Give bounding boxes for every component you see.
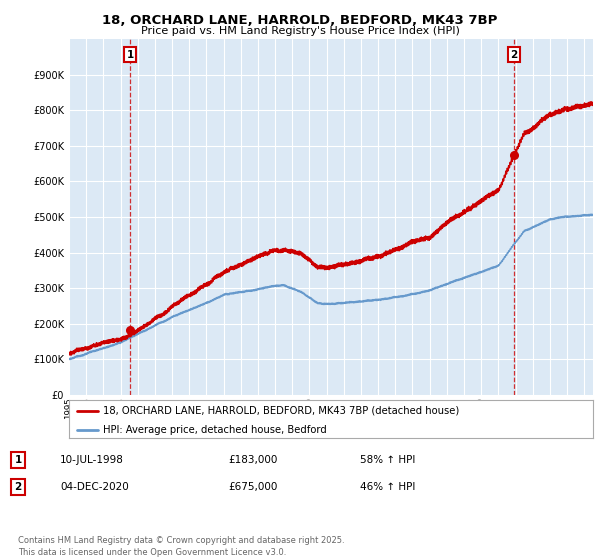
Text: 2: 2 [511,50,518,60]
Text: Price paid vs. HM Land Registry's House Price Index (HPI): Price paid vs. HM Land Registry's House … [140,26,460,36]
Text: 18, ORCHARD LANE, HARROLD, BEDFORD, MK43 7BP: 18, ORCHARD LANE, HARROLD, BEDFORD, MK43… [103,14,497,27]
Text: HPI: Average price, detached house, Bedford: HPI: Average price, detached house, Bedf… [103,424,327,435]
Text: 46% ↑ HPI: 46% ↑ HPI [360,482,415,492]
Text: £183,000: £183,000 [228,455,277,465]
Text: £675,000: £675,000 [228,482,277,492]
Text: 10-JUL-1998: 10-JUL-1998 [60,455,124,465]
Text: 58% ↑ HPI: 58% ↑ HPI [360,455,415,465]
Text: 1: 1 [127,50,134,60]
Text: 04-DEC-2020: 04-DEC-2020 [60,482,129,492]
Text: 2: 2 [14,482,22,492]
Text: Contains HM Land Registry data © Crown copyright and database right 2025.
This d: Contains HM Land Registry data © Crown c… [18,536,344,557]
Text: 1: 1 [14,455,22,465]
Text: 18, ORCHARD LANE, HARROLD, BEDFORD, MK43 7BP (detached house): 18, ORCHARD LANE, HARROLD, BEDFORD, MK43… [103,405,459,416]
